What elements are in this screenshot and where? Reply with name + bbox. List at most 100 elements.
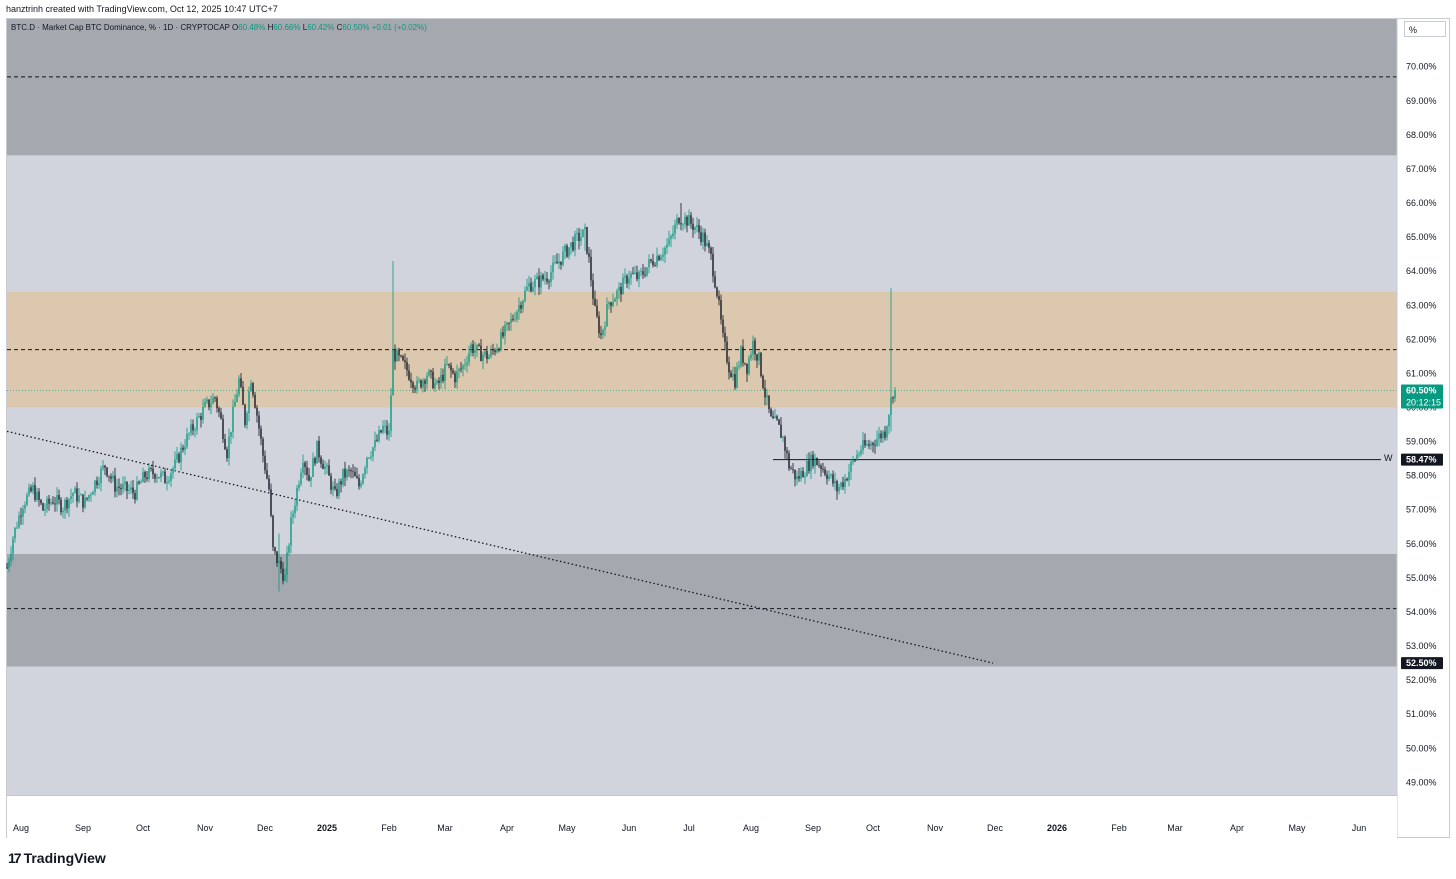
candle — [524, 286, 526, 303]
candle — [204, 398, 206, 408]
candle — [288, 543, 290, 556]
candle-body — [386, 425, 388, 435]
candle-body — [682, 224, 684, 226]
candle-body — [822, 468, 824, 470]
candle — [68, 498, 70, 517]
candle — [396, 347, 398, 362]
candle-body — [396, 350, 398, 362]
candle-body — [488, 356, 490, 359]
candle — [174, 451, 176, 472]
candle-body — [94, 480, 96, 493]
candle-body — [116, 486, 118, 492]
time-tick-label: Jun — [622, 823, 637, 833]
candle-body — [262, 438, 264, 456]
candle-body — [60, 499, 62, 513]
candle — [292, 510, 294, 524]
candle-body — [566, 245, 568, 257]
candle — [636, 265, 638, 282]
candle — [120, 483, 122, 496]
candle-body — [418, 380, 420, 382]
candle-body — [432, 371, 434, 389]
candle — [626, 273, 628, 288]
time-tick-label: Sep — [805, 823, 821, 833]
last-price-badge-bg — [1401, 384, 1443, 409]
candle — [812, 451, 814, 469]
candle-body — [170, 473, 172, 481]
candle-body — [678, 218, 680, 224]
candle — [516, 309, 518, 323]
candle — [624, 268, 626, 284]
price-tick-label: 56.00% — [1406, 539, 1437, 549]
time-tick-label: Dec — [987, 823, 1004, 833]
candle-body — [476, 344, 478, 351]
candle — [14, 527, 16, 543]
candle — [284, 568, 286, 582]
candle — [366, 456, 368, 474]
candle-body — [104, 465, 106, 468]
candle — [558, 253, 560, 270]
candle-body — [194, 430, 196, 432]
candle-body — [148, 468, 150, 480]
candle — [76, 482, 78, 508]
candle-body — [380, 430, 382, 433]
candle-body — [216, 397, 218, 409]
candle — [170, 471, 172, 488]
last-price-badge-countdown: 20:12:15 — [1406, 397, 1441, 407]
candle — [856, 449, 858, 461]
candle-body — [672, 233, 674, 237]
unit-selector[interactable]: % — [1404, 21, 1446, 37]
candle-body — [750, 354, 752, 359]
candle — [762, 374, 764, 390]
candle — [834, 472, 836, 491]
candle — [36, 487, 38, 502]
candle-body — [208, 399, 210, 408]
candle — [346, 468, 348, 481]
candle — [596, 299, 598, 319]
candle-body — [472, 344, 474, 353]
candle-body — [772, 416, 774, 419]
candle — [444, 358, 446, 390]
candle — [48, 494, 50, 511]
candle-body — [292, 513, 294, 518]
candle — [526, 278, 528, 292]
candle — [172, 466, 174, 479]
candle — [826, 470, 828, 485]
candle — [218, 406, 220, 418]
candle-body — [738, 365, 740, 368]
candle — [216, 395, 218, 413]
candle-body — [138, 481, 140, 484]
candle-body — [392, 349, 394, 396]
candle — [332, 481, 334, 497]
candle — [704, 228, 706, 252]
candle — [764, 379, 766, 406]
candle-body — [716, 287, 718, 296]
candle — [286, 545, 288, 583]
price-tick-label: 59.00% — [1406, 437, 1437, 447]
candle-body — [536, 276, 538, 280]
price-tick-label: 49.00% — [1406, 777, 1437, 787]
candle — [836, 479, 838, 500]
candle-body — [764, 387, 766, 398]
candle-body — [246, 413, 248, 426]
time-axis-background — [7, 796, 1397, 838]
candle-body — [192, 424, 194, 431]
candle-body — [676, 218, 678, 225]
candle — [30, 484, 32, 493]
candle — [318, 435, 320, 463]
candle-body — [414, 387, 416, 390]
candle-body — [188, 433, 190, 435]
candle — [816, 457, 818, 466]
candle-body — [870, 442, 872, 446]
candle-body — [224, 439, 226, 450]
candle — [710, 246, 712, 260]
candle-body — [520, 305, 522, 309]
candle-body — [662, 254, 664, 257]
candle-body — [82, 494, 84, 508]
candle-body — [604, 326, 606, 330]
price-tick-label: 65.00% — [1406, 232, 1437, 242]
candle-body — [70, 496, 72, 500]
tradingview-logo[interactable]: 17 TradingView — [8, 850, 106, 866]
candle-body — [732, 374, 734, 378]
candle-body — [172, 468, 174, 474]
